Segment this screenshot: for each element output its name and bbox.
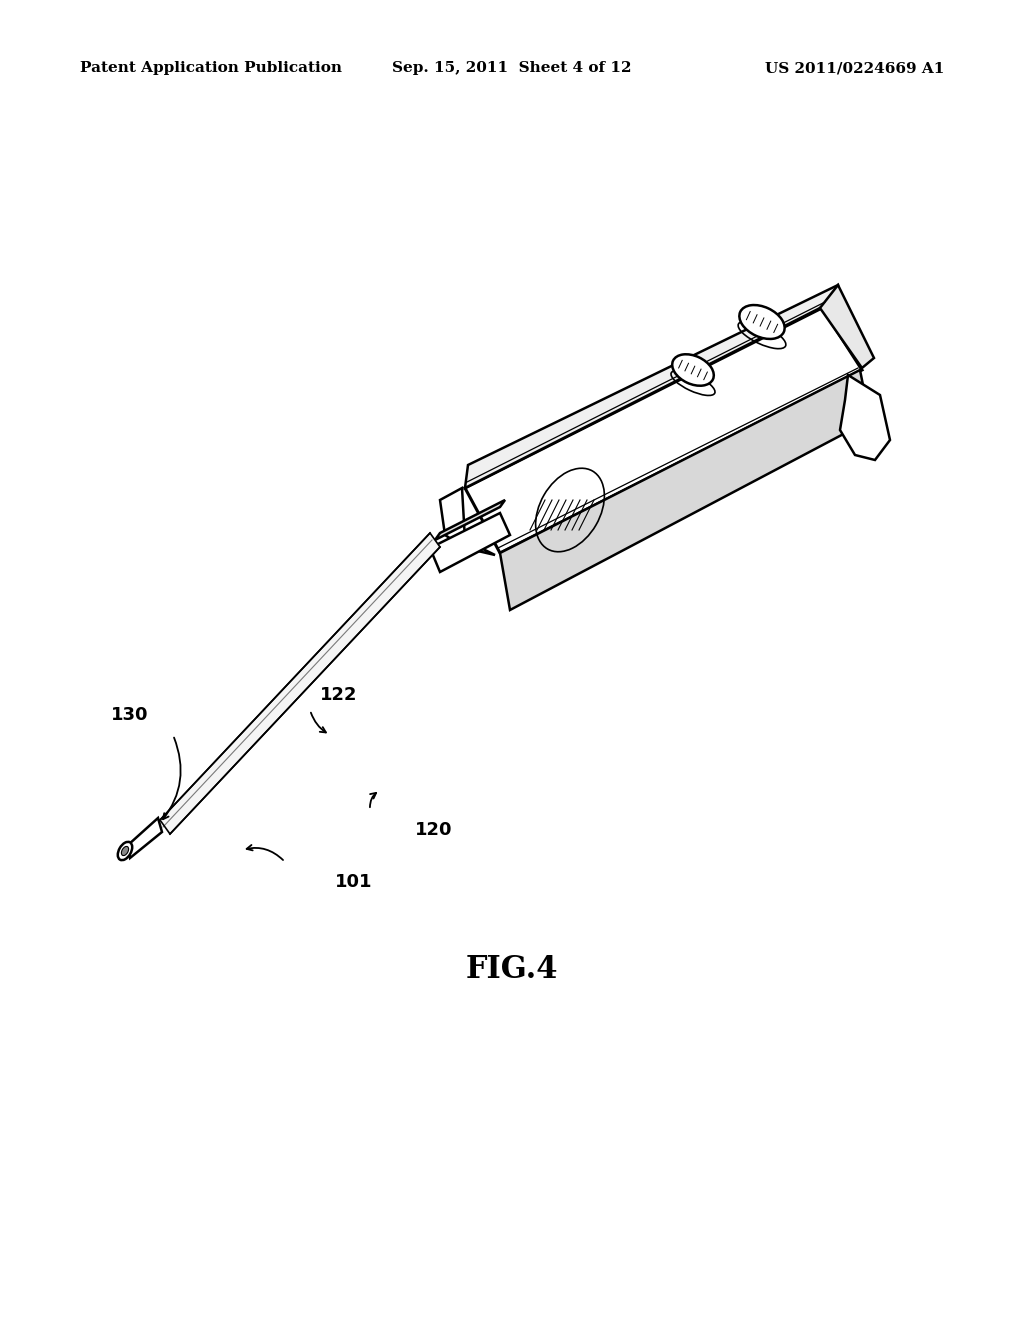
Ellipse shape [739, 305, 784, 339]
Polygon shape [160, 533, 440, 834]
Polygon shape [840, 375, 890, 459]
Ellipse shape [122, 846, 129, 855]
Polygon shape [465, 308, 862, 553]
Text: FIG.4: FIG.4 [466, 954, 558, 986]
Polygon shape [435, 500, 505, 540]
Text: 120: 120 [415, 821, 453, 840]
Polygon shape [500, 370, 870, 610]
Text: 101: 101 [335, 873, 373, 891]
Ellipse shape [118, 842, 132, 861]
Polygon shape [820, 285, 874, 368]
Text: 122: 122 [319, 686, 357, 704]
Text: US 2011/0224669 A1: US 2011/0224669 A1 [765, 61, 944, 75]
Polygon shape [440, 488, 495, 554]
Text: 130: 130 [111, 706, 148, 723]
Polygon shape [128, 818, 162, 858]
Polygon shape [430, 513, 510, 572]
Polygon shape [465, 285, 840, 488]
Text: Patent Application Publication: Patent Application Publication [80, 61, 342, 75]
Text: Sep. 15, 2011  Sheet 4 of 12: Sep. 15, 2011 Sheet 4 of 12 [392, 61, 632, 75]
Ellipse shape [672, 354, 714, 385]
